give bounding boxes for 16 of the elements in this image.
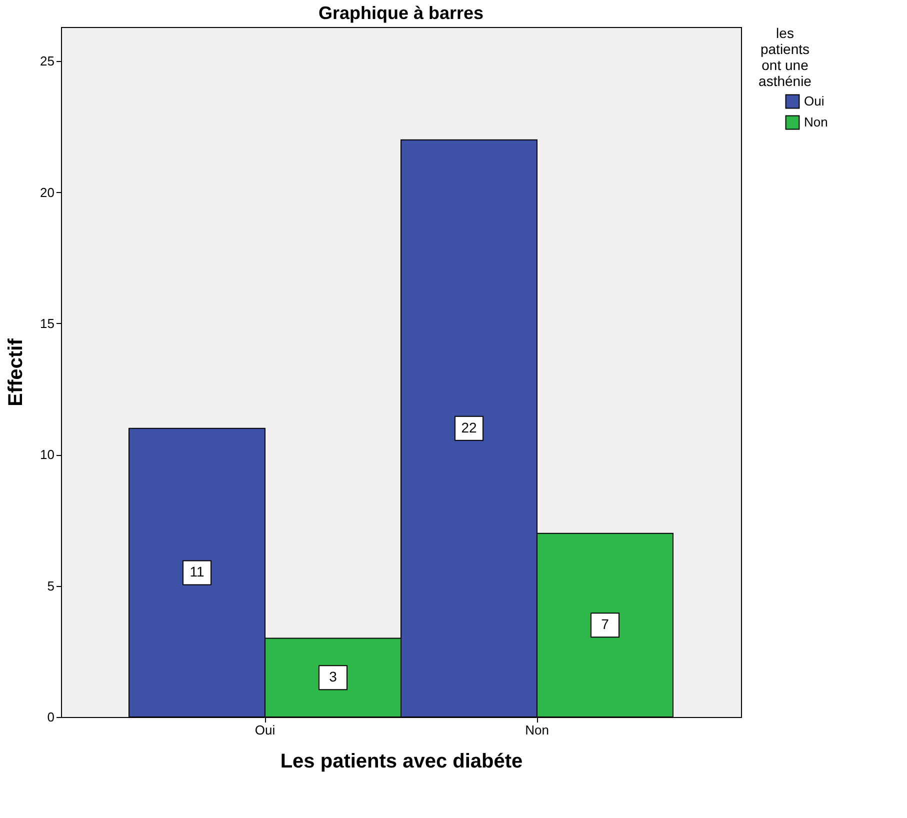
y-tick-label: 10 xyxy=(40,447,54,462)
y-axis-title: Effectif xyxy=(5,338,28,406)
data-label: 3 xyxy=(329,668,338,685)
y-tick-label: 0 xyxy=(47,710,54,724)
legend-label: Non xyxy=(804,114,828,130)
y-tick-label: 15 xyxy=(40,316,54,331)
data-label: 11 xyxy=(190,564,204,580)
legend-title: les patients ont une asthénie xyxy=(758,25,812,89)
y-tick-label: 25 xyxy=(40,54,54,69)
x-axis-title: Les patients avec diabéte xyxy=(280,750,523,772)
y-tick-label: 20 xyxy=(40,184,54,200)
data-label: 7 xyxy=(601,616,610,632)
y-tick-label: 5 xyxy=(47,578,54,594)
legend-label: Oui xyxy=(804,94,824,108)
data-label: 22 xyxy=(461,419,477,436)
chart-title: Graphique à barres xyxy=(318,3,484,23)
